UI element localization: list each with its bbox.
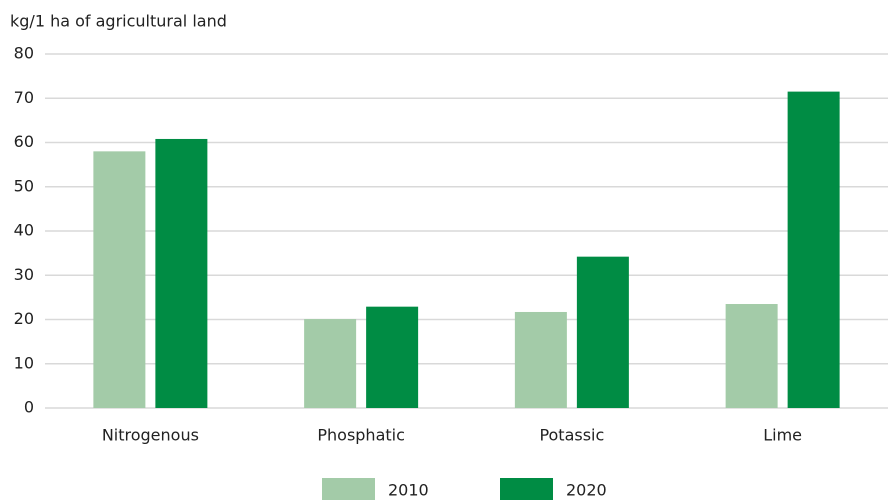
y-tick-label: 20 (14, 309, 34, 328)
bar (787, 91, 840, 409)
bar (514, 311, 567, 408)
bar (155, 138, 208, 408)
y-tick-label: 80 (14, 44, 34, 63)
y-tick-label: 0 (24, 398, 34, 417)
legend-swatch (500, 478, 553, 500)
x-tick-label: Nitrogenous (102, 426, 199, 445)
y-tick-label: 70 (14, 88, 34, 107)
y-axis-label: kg/1 ha of agricultural land (10, 12, 227, 31)
bar (725, 304, 778, 408)
y-tick-label: 60 (14, 132, 34, 151)
x-tick-label: Phosphatic (317, 426, 405, 445)
x-tick-label: Potassic (539, 426, 604, 445)
bar (366, 306, 419, 408)
x-tick-label: Lime (763, 426, 802, 445)
bar (304, 319, 357, 408)
legend-label: 2010 (388, 481, 429, 500)
legend-label: 2020 (566, 481, 607, 500)
bar (576, 256, 629, 408)
y-tick-label: 10 (14, 353, 34, 372)
bar (93, 151, 146, 408)
y-tick-label: 40 (14, 221, 34, 240)
y-tick-label: 30 (14, 265, 34, 284)
y-tick-label: 50 (14, 176, 34, 195)
legend-swatch (322, 478, 375, 500)
